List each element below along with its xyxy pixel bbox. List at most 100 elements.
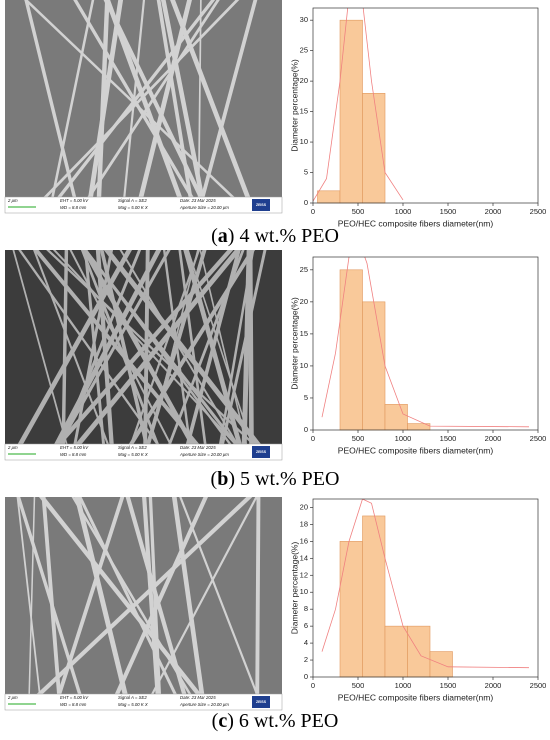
fiber xyxy=(178,250,207,444)
fiber xyxy=(162,250,191,444)
x-tick-label: 1000 xyxy=(395,207,412,216)
fiber xyxy=(125,497,187,694)
x-tick-label: 2000 xyxy=(485,681,502,690)
x-axis-label: PEO/HEC composite fibers diameter(nm) xyxy=(338,218,494,228)
sem-aperture: Aperture Size = 20.00 μm xyxy=(179,702,229,707)
y-tick-label: 18 xyxy=(300,519,308,528)
fiber xyxy=(61,250,69,444)
y-axis-label: Diameter percentage(%) xyxy=(289,297,299,390)
caption-letter: b xyxy=(217,468,228,490)
y-tick-label: 0 xyxy=(304,198,308,207)
y-tick-label: 12 xyxy=(300,570,308,579)
bar xyxy=(362,515,386,678)
fiber xyxy=(57,497,125,694)
caption-letter: a xyxy=(218,225,228,247)
fiber xyxy=(28,497,36,694)
fit-curve xyxy=(313,8,404,202)
fibers xyxy=(12,250,267,444)
caption-text: ) 6 wt.% PEO xyxy=(227,710,338,732)
y-tick-label: 20 xyxy=(300,502,308,511)
x-tick-label: 1500 xyxy=(440,681,457,690)
bar xyxy=(317,190,341,204)
y-tick-label: 20 xyxy=(300,76,308,85)
fiber xyxy=(156,0,193,197)
x-tick-label: 1000 xyxy=(395,434,412,443)
fiber xyxy=(183,250,242,444)
sem-brand: ZEISS xyxy=(256,700,267,704)
sem-eht: EHT = 5.00 kV xyxy=(60,198,89,203)
y-tick-label: 30 xyxy=(300,15,308,24)
y-tick-label: 16 xyxy=(300,536,308,545)
scale-label: 2 μm xyxy=(7,445,18,450)
fiber xyxy=(160,0,205,197)
fiber xyxy=(128,250,256,444)
sem-signal: Signal A = SE2 xyxy=(118,445,147,450)
fiber xyxy=(69,250,172,444)
sem-brand: ZEISS xyxy=(256,203,267,207)
caption-open: ( xyxy=(211,468,218,490)
bar xyxy=(384,404,408,431)
fiber xyxy=(24,0,77,197)
fiber xyxy=(142,497,160,694)
fiber xyxy=(18,250,159,444)
fiber xyxy=(51,0,95,197)
logo-box xyxy=(252,199,270,211)
y-tick-label: 2 xyxy=(304,655,308,664)
fiber xyxy=(75,250,242,444)
fiber xyxy=(168,250,245,444)
sem-signal: Signal A = SE2 xyxy=(118,198,147,203)
y-tick-label: 4 xyxy=(304,638,308,647)
caption-open: ( xyxy=(211,225,218,247)
caption: (a) 4 wt.% PEO xyxy=(211,225,339,247)
fiber xyxy=(84,250,232,444)
scale-label: 2 μm xyxy=(7,198,18,203)
sem-aperture: Aperture Size = 20.00 μm xyxy=(179,452,229,457)
x-tick-label: 500 xyxy=(352,681,365,690)
fiber xyxy=(17,250,132,444)
sem-date: Date: 23 Mar 2025 xyxy=(180,695,216,700)
y-tick-label: 20 xyxy=(300,297,308,306)
bar xyxy=(362,301,386,431)
fiber xyxy=(43,0,240,197)
fiber xyxy=(105,0,183,197)
fiber xyxy=(170,0,251,197)
sem-date: Date: 23 Mar 2025 xyxy=(180,445,216,450)
fiber xyxy=(200,0,258,197)
fiber xyxy=(74,497,128,694)
fiber xyxy=(36,497,253,694)
sem-brand: ZEISS xyxy=(256,450,267,454)
fiber xyxy=(221,250,267,444)
caption-text: ) 5 wt.% PEO xyxy=(228,468,339,490)
info-bar xyxy=(4,693,283,711)
caption-open: ( xyxy=(212,710,219,732)
fiber xyxy=(103,250,261,444)
y-tick-label: 8 xyxy=(304,604,308,613)
fiber xyxy=(82,250,195,444)
fiber xyxy=(255,497,261,694)
fibers xyxy=(24,0,258,197)
y-tick-label: 15 xyxy=(300,329,308,338)
plot-frame xyxy=(312,256,539,431)
y-tick-label: 0 xyxy=(304,672,308,681)
x-axis-label: PEO/HEC composite fibers diameter(nm) xyxy=(338,692,494,702)
fit-curve xyxy=(321,257,530,428)
caption-text: ) 4 wt.% PEO xyxy=(228,225,339,247)
y-tick-label: 25 xyxy=(300,46,308,55)
info-bar xyxy=(4,443,283,461)
sem-wd: WD = 8.8 mm xyxy=(60,452,87,457)
logo-box xyxy=(252,446,270,458)
plot-frame xyxy=(312,498,539,678)
x-tick-label: 1500 xyxy=(440,434,457,443)
sem-wd: WD = 8.8 mm xyxy=(60,702,87,707)
bar xyxy=(339,541,363,678)
sem-signal: Signal A = SE2 xyxy=(118,695,147,700)
x-tick-label: 2500 xyxy=(530,681,547,690)
sem-eht: EHT = 5.00 kV xyxy=(60,695,89,700)
y-tick-label: 14 xyxy=(300,553,308,562)
y-tick-label: 15 xyxy=(300,107,308,116)
sem-mag: Mag = 5.00 K X xyxy=(118,702,148,707)
y-axis-label: Diameter percentage(%) xyxy=(289,59,299,152)
x-tick-label: 500 xyxy=(352,207,365,216)
caption: (c) 6 wt.% PEO xyxy=(212,710,339,732)
y-tick-label: 5 xyxy=(304,393,308,402)
